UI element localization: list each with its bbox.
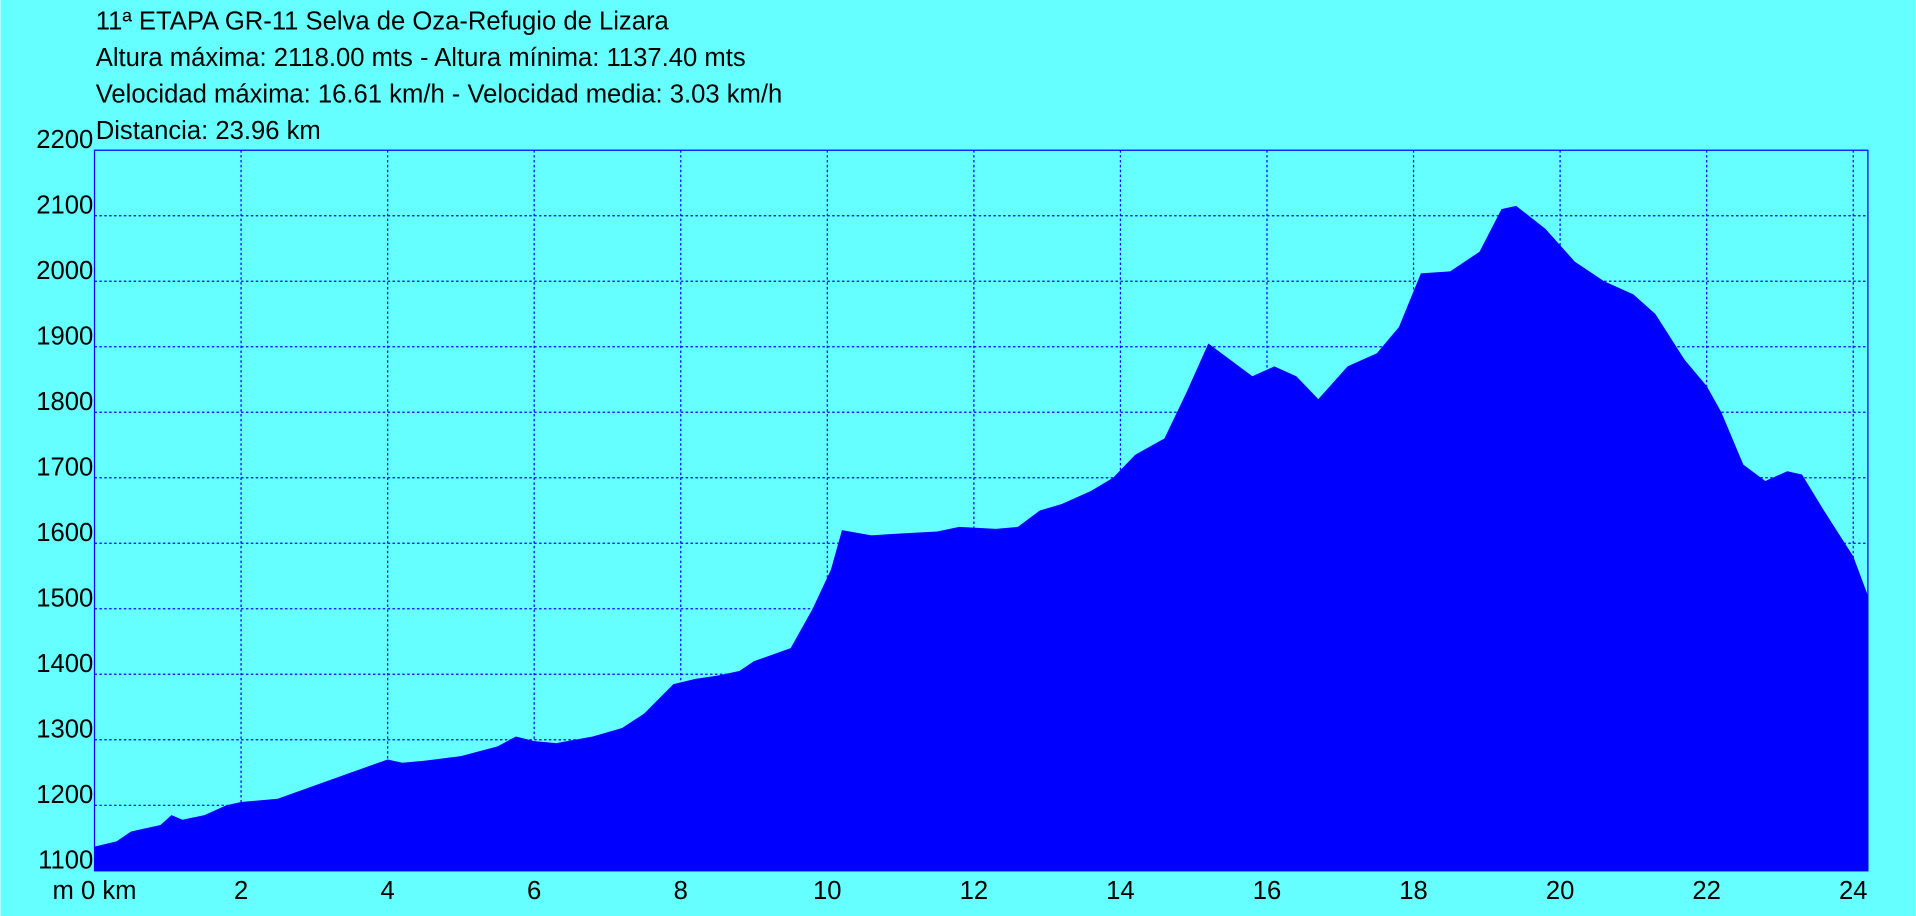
x-tick-label: 2 — [234, 877, 248, 905]
title-line: Distancia: 23.96 km — [96, 117, 321, 145]
y-tick-label: 1500 — [36, 584, 93, 612]
x-tick-label: m 0 km — [53, 877, 137, 905]
x-tick-label: 12 — [960, 877, 989, 905]
title-line: 11ª ETAPA GR-11 Selva de Oza-Refugio de … — [96, 7, 670, 35]
x-tick-label: 24 — [1839, 877, 1868, 905]
y-tick-label: 1400 — [36, 650, 93, 678]
title-line: Velocidad máxima: 16.61 km/h - Velocidad… — [96, 81, 783, 109]
y-tick-label: 1700 — [36, 453, 93, 481]
y-tick-label: 1100 — [38, 846, 93, 874]
x-tick-label: 8 — [674, 877, 688, 905]
x-tick-label: 20 — [1546, 877, 1575, 905]
x-tick-label: 10 — [813, 877, 842, 905]
x-tick-label: 16 — [1253, 877, 1282, 905]
plot-frame — [93, 149, 1869, 872]
y-tick-label: 2100 — [36, 191, 93, 219]
x-tick-label: 4 — [381, 877, 395, 905]
y-tick-label: 1300 — [36, 715, 93, 743]
y-tick-label: 1200 — [36, 781, 93, 809]
title-line: Altura máxima: 2118.00 mts - Altura míni… — [96, 44, 746, 72]
y-tick-label: 2000 — [36, 257, 93, 285]
x-tick-label: 14 — [1106, 877, 1135, 905]
x-tick-label: 18 — [1399, 877, 1428, 905]
y-tick-label: 1900 — [36, 322, 93, 350]
y-tick-label: 1800 — [36, 388, 93, 416]
x-tick-label: 6 — [527, 877, 541, 905]
y-tick-label: 1600 — [36, 519, 93, 547]
y-tick-label: 2200 — [36, 126, 93, 154]
x-tick-label: 22 — [1692, 877, 1721, 905]
elevation-area — [94, 205, 1868, 871]
